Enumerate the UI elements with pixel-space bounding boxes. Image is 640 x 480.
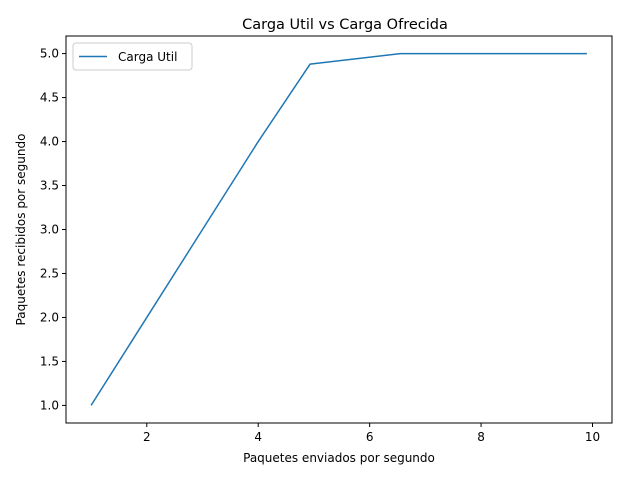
axes-frame bbox=[65, 35, 613, 424]
legend-label: Carga Util bbox=[118, 50, 177, 64]
y-axis-title: Paquetes recibidos por segundo bbox=[14, 134, 28, 326]
y-tick-label: 1.5 bbox=[40, 354, 59, 368]
y-axis: 1.0 1.5 2.0 2.5 3.0 3.5 4.0 4.5 5.0 bbox=[40, 47, 66, 412]
series-line-0 bbox=[90, 52, 587, 406]
legend: Carga Util bbox=[72, 42, 193, 71]
y-tick-label: 4.5 bbox=[40, 91, 59, 105]
x-tick-label: 4 bbox=[254, 430, 262, 444]
x-axis: 2 4 6 8 10 bbox=[143, 423, 600, 444]
plot-area bbox=[65, 35, 613, 424]
y-tick-label: 4.0 bbox=[40, 135, 59, 149]
legend-box bbox=[72, 42, 193, 71]
y-tick-label: 2.5 bbox=[40, 266, 59, 280]
y-tick-label: 3.0 bbox=[40, 223, 59, 237]
y-tick-label: 5.0 bbox=[40, 47, 59, 61]
chart-title: Carga Util vs Carga Ofrecida bbox=[242, 17, 448, 33]
y-tick-label: 2.0 bbox=[40, 310, 59, 324]
y-tick-label: 1.0 bbox=[40, 398, 59, 412]
x-tick-label: 2 bbox=[143, 430, 151, 444]
x-tick-label: 6 bbox=[366, 430, 374, 444]
x-tick-label: 8 bbox=[477, 430, 485, 444]
y-tick-label: 3.5 bbox=[40, 179, 59, 193]
x-axis-title: Paquetes enviados por segundo bbox=[243, 451, 435, 465]
x-tick-label: 10 bbox=[585, 430, 600, 444]
series-lines bbox=[90, 52, 587, 406]
